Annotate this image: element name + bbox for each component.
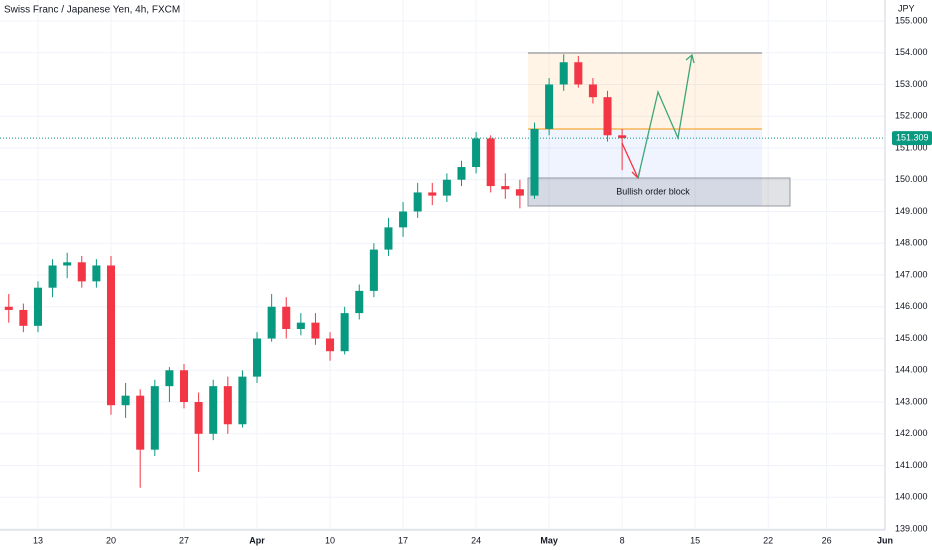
y-tick-label: 145.000 [895, 333, 928, 343]
y-tick-label: 147.000 [895, 269, 928, 279]
candle-body [574, 62, 583, 85]
last-price-label: 151.309 [896, 133, 929, 143]
candle-body [603, 97, 612, 136]
x-tick-label: 17 [398, 535, 408, 545]
candle-body [340, 313, 349, 352]
candle-body [530, 128, 539, 196]
candle-body [472, 138, 481, 168]
candle-body [311, 322, 320, 339]
candle-body [223, 386, 232, 425]
candle-body [253, 338, 262, 377]
candle-body [501, 186, 510, 190]
candle-body [369, 249, 378, 291]
axes: 139.000 140.000 141.000 142.000 143.000 144.0… [33, 15, 932, 545]
candle-body [515, 189, 524, 196]
grid [0, 0, 886, 530]
y-tick-label: 143.000 [895, 396, 928, 406]
time-axis [0, 530, 932, 550]
candle-body [326, 338, 335, 352]
chart-title: Swiss Franc / Japanese Yen, 4h, FXCM [4, 5, 180, 16]
x-tick-label: 13 [33, 535, 43, 545]
x-tick-label: 24 [471, 535, 481, 545]
x-tick-label: 20 [106, 535, 116, 545]
candle-body [19, 309, 28, 326]
candle-body [150, 386, 159, 450]
candle-body [384, 227, 393, 250]
y-tick-label: 139.000 [895, 523, 928, 533]
candle-body [545, 84, 554, 129]
candle-body [106, 265, 116, 406]
y-tick-label: 146.000 [895, 301, 928, 311]
candle-body [413, 192, 422, 212]
candle-body [179, 370, 189, 403]
up-arrow [637, 53, 695, 179]
y-tick-label: 154.000 [895, 47, 928, 57]
candle-body [588, 84, 597, 98]
x-tick-label: May [540, 535, 558, 545]
x-tick-label: Jun [877, 535, 893, 545]
y-tick-label: 149.000 [895, 206, 928, 216]
stop-zone [528, 129, 762, 206]
candles [4, 54, 627, 488]
candle-body [486, 138, 495, 187]
candle-body [48, 265, 57, 288]
price-axis [885, 0, 932, 550]
candle-body [136, 395, 145, 450]
y-tick-label: 141.000 [895, 460, 928, 470]
candle-body [121, 395, 130, 406]
y-tick-label: 152.000 [895, 111, 928, 121]
candle-body [399, 211, 408, 228]
x-tick-label: 27 [179, 535, 189, 545]
candle-body [4, 306, 13, 310]
x-tick-label: 22 [763, 535, 773, 545]
y-tick-label: 142.000 [895, 428, 928, 438]
candle-body [618, 135, 627, 139]
x-tick-label: 10 [325, 535, 335, 545]
candle-body [442, 179, 451, 196]
x-tick-label: 8 [620, 535, 625, 545]
y-tick-label: 155.000 [895, 15, 928, 25]
order-block [527, 177, 791, 207]
last-price-tag [892, 131, 932, 146]
candle-body [559, 62, 568, 85]
candle-body [63, 262, 72, 266]
y-tick-label: 140.000 [895, 492, 928, 502]
x-tick-label: 15 [690, 535, 700, 545]
order-block-label: Bullish order block [616, 186, 690, 196]
candle-body [296, 322, 305, 329]
candle-body [457, 167, 466, 180]
candle-body [209, 386, 218, 434]
y-tick-label: 153.000 [895, 79, 928, 89]
candle-body [238, 376, 247, 425]
candle-body [33, 287, 42, 326]
y-tick-label: 151.000 [895, 142, 928, 152]
y-tick-label: 148.000 [895, 238, 928, 248]
candle-body [92, 265, 101, 282]
candle-body [194, 402, 203, 434]
candle-body [77, 262, 86, 282]
candle-body [355, 290, 364, 314]
candle-body [428, 192, 437, 196]
x-tick-label: 26 [822, 535, 832, 545]
currency-label: JPY [898, 3, 915, 13]
y-tick-label: 144.000 [895, 365, 928, 375]
candle-body [165, 370, 174, 387]
candle-body [267, 306, 276, 339]
candle-body [282, 306, 291, 329]
x-tick-label: Apr [249, 535, 265, 545]
y-tick-label: 150.000 [895, 174, 928, 184]
